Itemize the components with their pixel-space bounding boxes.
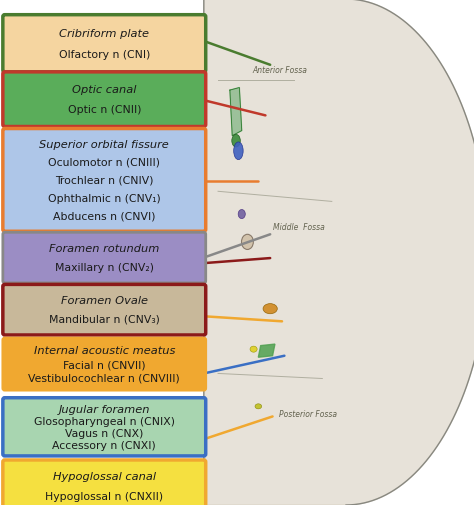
FancyBboxPatch shape — [3, 460, 206, 505]
Text: Facial n (CNVII): Facial n (CNVII) — [63, 360, 146, 369]
Text: Abducens n (CNVI): Abducens n (CNVI) — [53, 212, 155, 221]
Text: Foramen rotundum: Foramen rotundum — [49, 244, 159, 254]
FancyBboxPatch shape — [3, 338, 206, 390]
Text: Trochlear n (CNIV): Trochlear n (CNIV) — [55, 176, 154, 185]
Text: Mandibular n (CNV₃): Mandibular n (CNV₃) — [49, 315, 160, 324]
FancyBboxPatch shape — [3, 73, 206, 127]
Polygon shape — [230, 88, 242, 136]
Ellipse shape — [263, 304, 277, 314]
Ellipse shape — [250, 346, 257, 352]
FancyBboxPatch shape — [3, 233, 206, 283]
Text: Internal acoustic meatus: Internal acoustic meatus — [34, 345, 175, 356]
Ellipse shape — [238, 210, 246, 219]
FancyBboxPatch shape — [3, 129, 206, 232]
Text: Cribriform plate: Cribriform plate — [59, 29, 149, 38]
Text: Hypoglossal canal: Hypoglossal canal — [53, 472, 156, 481]
FancyBboxPatch shape — [3, 16, 206, 73]
Ellipse shape — [234, 142, 243, 161]
Text: Vagus n (CNX): Vagus n (CNX) — [65, 428, 144, 438]
Text: Superior orbital fissure: Superior orbital fissure — [39, 140, 169, 149]
Text: Maxillary n (CNV₂): Maxillary n (CNV₂) — [55, 263, 154, 272]
Text: Optic n (CNII): Optic n (CNII) — [67, 105, 141, 115]
Text: Glosopharyngeal n (CNIX): Glosopharyngeal n (CNIX) — [34, 416, 175, 426]
Ellipse shape — [232, 135, 240, 147]
Text: Oculomotor n (CNIII): Oculomotor n (CNIII) — [48, 158, 160, 168]
Polygon shape — [204, 0, 474, 505]
Text: Foramen Ovale: Foramen Ovale — [61, 296, 148, 306]
Text: Ophthalmic n (CNV₁): Ophthalmic n (CNV₁) — [48, 193, 161, 204]
Text: Vestibulocochlear n (CNVIII): Vestibulocochlear n (CNVIII) — [28, 373, 180, 383]
Ellipse shape — [241, 235, 253, 250]
Text: Accessory n (CNXI): Accessory n (CNXI) — [53, 440, 156, 450]
Text: Olfactory n (CNI): Olfactory n (CNI) — [59, 50, 150, 60]
Text: Anterior Fossa: Anterior Fossa — [252, 66, 307, 75]
Text: Posterior Fossa: Posterior Fossa — [279, 410, 337, 419]
Text: Jugular foramen: Jugular foramen — [58, 404, 150, 414]
Text: Hypoglossal n (CNXII): Hypoglossal n (CNXII) — [45, 491, 164, 500]
Text: Optic canal: Optic canal — [72, 85, 137, 95]
Ellipse shape — [255, 404, 262, 409]
FancyBboxPatch shape — [3, 285, 206, 335]
Polygon shape — [258, 344, 275, 358]
FancyBboxPatch shape — [3, 398, 206, 456]
Text: Middle  Fossa: Middle Fossa — [273, 223, 325, 232]
